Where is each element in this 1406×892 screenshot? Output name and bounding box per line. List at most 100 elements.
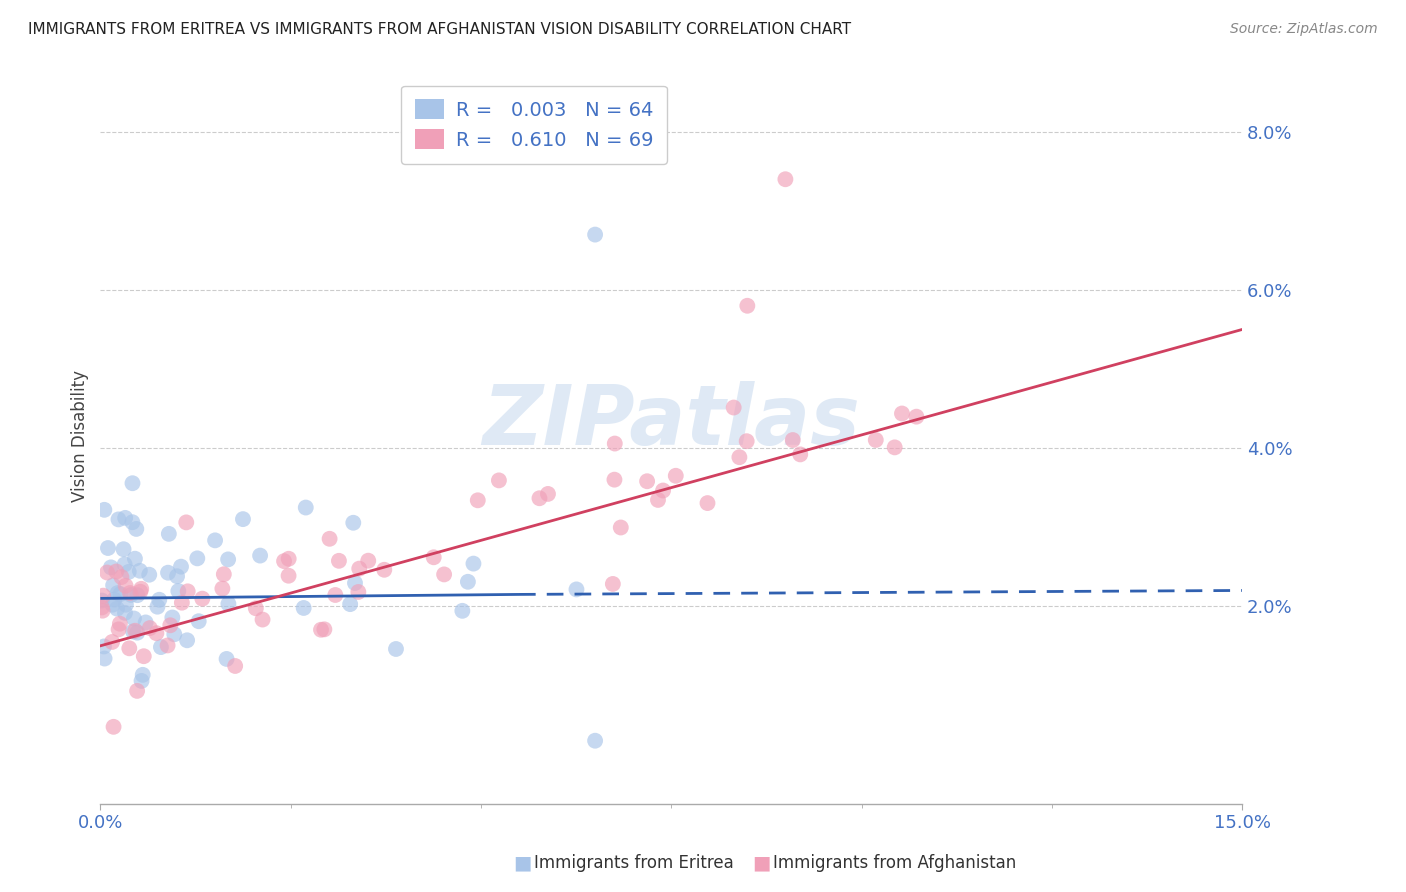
Point: [110, 570, 132, 584]
Point: [100, 560, 122, 574]
Point: [488, 474, 510, 488]
Point: [652, 483, 675, 498]
Point: [357, 554, 380, 568]
Point: [603, 473, 626, 487]
Point: [905, 409, 928, 424]
Point: [325, 588, 347, 602]
Point: [118, 586, 141, 600]
Point: [603, 436, 626, 450]
Point: [105, 565, 128, 579]
Point: [349, 561, 371, 575]
Point: [125, 522, 148, 536]
Point: [347, 585, 370, 599]
Point: [127, 684, 149, 698]
Point: [891, 407, 914, 421]
Point: [138, 567, 160, 582]
Point: [314, 623, 336, 637]
Point: [883, 441, 905, 455]
Point: [166, 569, 188, 583]
Point: [162, 610, 184, 624]
Point: [433, 567, 456, 582]
Point: [103, 720, 125, 734]
Point: [159, 618, 181, 632]
Point: [647, 492, 669, 507]
Point: [529, 491, 551, 506]
Point: [114, 558, 136, 572]
Point: [191, 591, 214, 606]
Point: [148, 592, 170, 607]
Point: [735, 434, 758, 449]
Point: [385, 642, 408, 657]
Point: [204, 533, 226, 548]
Point: [224, 659, 246, 673]
Point: [277, 551, 299, 566]
Point: [232, 512, 254, 526]
Point: [129, 582, 152, 596]
Point: [211, 582, 233, 596]
Point: [108, 616, 131, 631]
Point: [537, 487, 560, 501]
Point: [422, 550, 444, 565]
Point: [128, 564, 150, 578]
Point: [132, 668, 155, 682]
Point: [176, 584, 198, 599]
Point: [93, 651, 115, 665]
Point: [122, 611, 145, 625]
Point: [583, 733, 606, 747]
Point: [101, 635, 124, 649]
Point: [463, 557, 485, 571]
Point: [101, 578, 124, 592]
Point: [145, 626, 167, 640]
Point: [127, 588, 149, 602]
Point: [105, 601, 128, 615]
Point: [129, 584, 152, 599]
Point: [728, 450, 751, 465]
Point: [107, 586, 129, 600]
Point: [696, 496, 718, 510]
Point: [90, 593, 112, 607]
Y-axis label: Vision Disability: Vision Disability: [72, 370, 89, 502]
Point: [114, 511, 136, 525]
Point: [339, 597, 361, 611]
Point: [112, 542, 135, 557]
Point: [107, 512, 129, 526]
Text: Source: ZipAtlas.com: Source: ZipAtlas.com: [1230, 22, 1378, 37]
Text: ZIPatlas: ZIPatlas: [482, 381, 860, 462]
Point: [217, 597, 239, 611]
Point: [775, 172, 797, 186]
Point: [107, 623, 129, 637]
Point: [146, 599, 169, 614]
Point: [328, 554, 350, 568]
Point: [636, 475, 658, 489]
Legend: R =   0.003   N = 64, R =   0.610   N = 69: R = 0.003 N = 64, R = 0.610 N = 69: [402, 86, 666, 163]
Point: [93, 503, 115, 517]
Point: [97, 541, 120, 555]
Point: [131, 673, 153, 688]
Point: [789, 447, 811, 461]
Point: [865, 433, 887, 447]
Point: [114, 606, 136, 620]
Point: [124, 551, 146, 566]
Point: [114, 579, 136, 593]
Text: IMMIGRANTS FROM ERITREA VS IMMIGRANTS FROM AFGHANISTAN VISION DISABILITY CORRELA: IMMIGRANTS FROM ERITREA VS IMMIGRANTS FR…: [28, 22, 851, 37]
Point: [373, 563, 395, 577]
Point: [118, 641, 141, 656]
Point: [583, 227, 606, 242]
Point: [292, 601, 315, 615]
Text: ■: ■: [752, 854, 770, 872]
Point: [156, 639, 179, 653]
Point: [91, 589, 114, 603]
Point: [90, 600, 112, 615]
Point: [122, 624, 145, 639]
Point: [565, 582, 588, 597]
Point: [610, 520, 633, 534]
Point: [467, 493, 489, 508]
Point: [342, 516, 364, 530]
Point: [91, 604, 114, 618]
Text: Immigrants from Afghanistan: Immigrants from Afghanistan: [752, 855, 1017, 872]
Point: [101, 598, 124, 612]
Point: [132, 649, 155, 664]
Point: [782, 433, 804, 447]
Point: [665, 468, 688, 483]
Point: [217, 552, 239, 566]
